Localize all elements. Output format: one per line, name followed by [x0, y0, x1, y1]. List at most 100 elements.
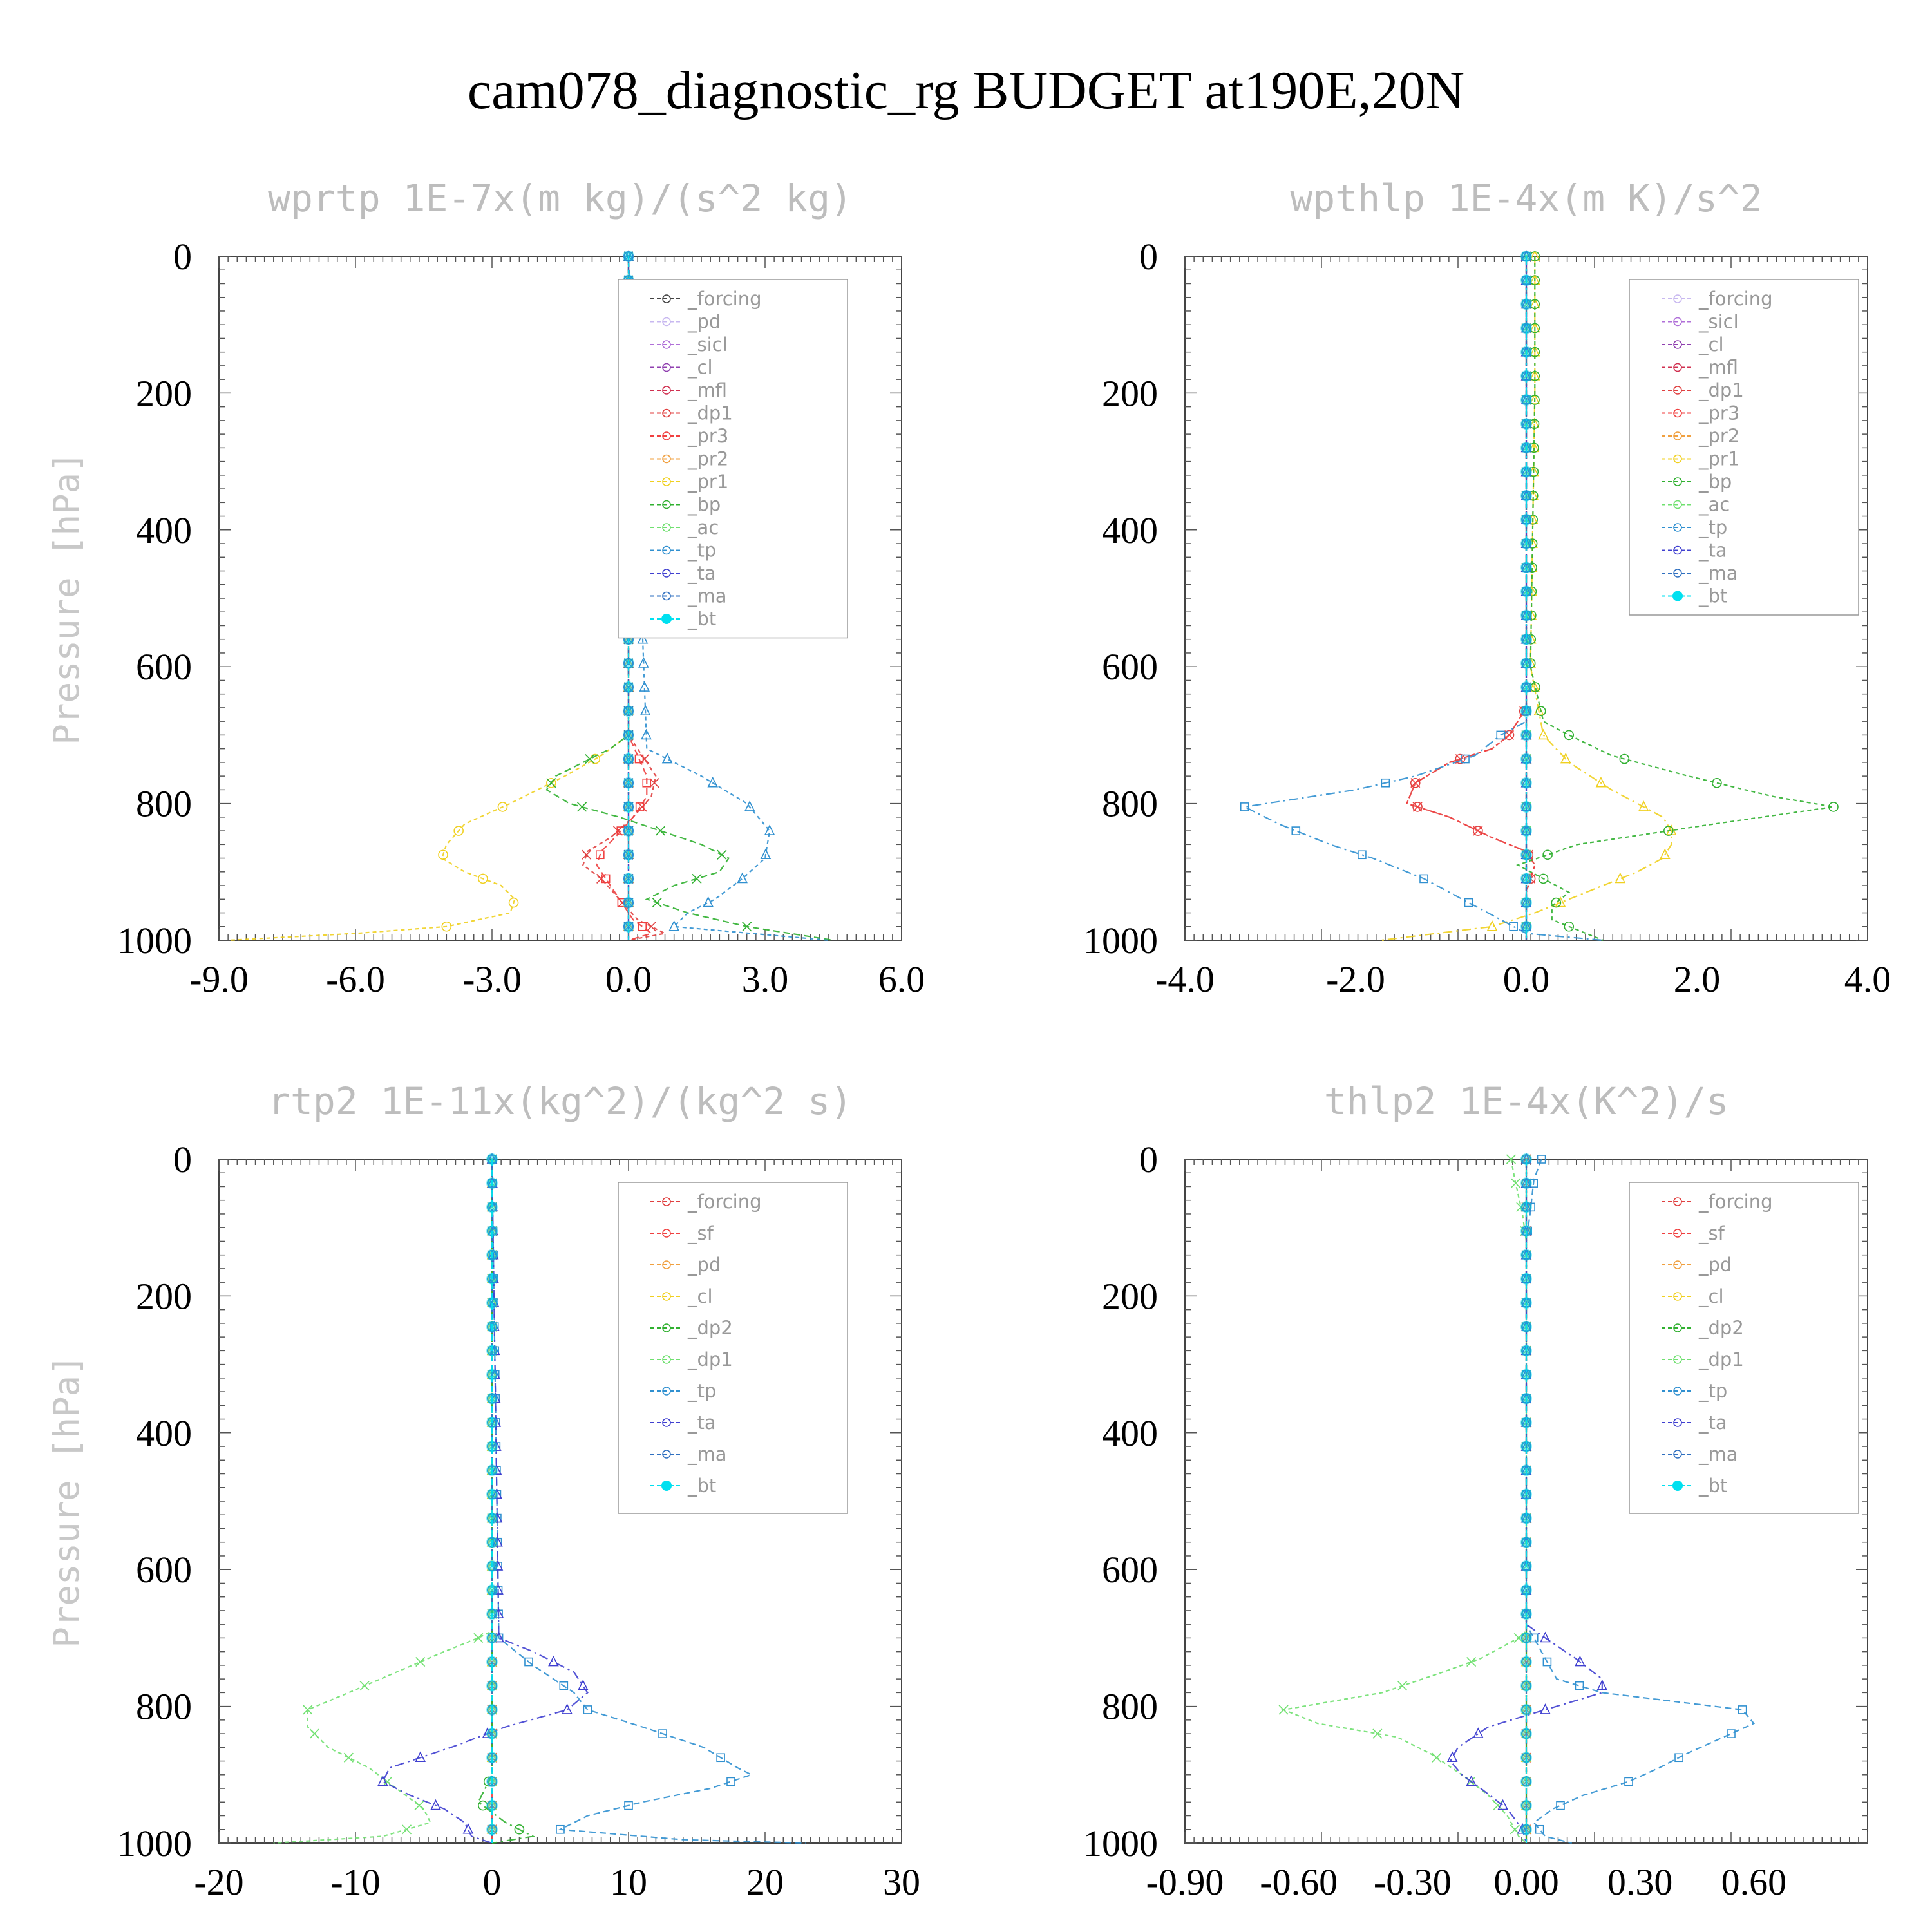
series-marker [1595, 776, 1607, 788]
series-marker [548, 1655, 559, 1667]
series-marker [487, 1177, 498, 1188]
series-marker [1517, 1823, 1528, 1834]
series-marker [1464, 898, 1473, 907]
series-marker [1520, 1416, 1532, 1428]
series-marker [1520, 1345, 1532, 1357]
x-tick-label: 0.0 [1503, 958, 1550, 1000]
series-marker [1738, 1705, 1747, 1714]
legend-label: _tp [1698, 516, 1727, 538]
series-marker [578, 1679, 589, 1690]
series-marker [1461, 754, 1470, 764]
legend-label: _sf [1698, 1222, 1725, 1244]
series-marker [487, 1776, 497, 1787]
series-marker [562, 1703, 573, 1714]
legend-marker [1673, 1197, 1682, 1206]
y-tick-label: 0 [173, 236, 192, 278]
series-marker [1540, 1703, 1551, 1714]
legend-label: _bp [687, 494, 721, 516]
series-marker [415, 1657, 426, 1667]
series-marker [486, 1416, 498, 1428]
series-marker [1520, 322, 1532, 334]
series-marker [486, 1560, 498, 1572]
legend-label: _dp1 [687, 1349, 733, 1370]
legend-label: _pr1 [1698, 448, 1739, 470]
x-tick-label: 20 [746, 1861, 784, 1903]
y-tick-label: 600 [136, 1549, 192, 1591]
series-marker [623, 922, 634, 932]
x-tick-label: -0.60 [1260, 1861, 1338, 1903]
series-marker [1520, 1488, 1532, 1501]
legend-marker [662, 1292, 671, 1301]
legend-marker [662, 454, 671, 464]
series-marker [623, 729, 634, 741]
series-marker [1526, 586, 1537, 597]
legend-label: _pd [1698, 1254, 1732, 1276]
series-marker [1551, 897, 1562, 908]
series-marker [623, 777, 634, 789]
legend-box [1629, 279, 1859, 616]
y-tick-label: 0 [1139, 236, 1158, 278]
series-marker [1520, 873, 1532, 885]
x-tick-label: -10 [330, 1861, 380, 1903]
series-marker [1520, 585, 1532, 598]
x-tick-label: 0.00 [1493, 1861, 1559, 1903]
legend-marker [1673, 500, 1682, 509]
legend-marker [1673, 1260, 1682, 1269]
series-marker [1521, 1249, 1531, 1260]
series-marker [1564, 921, 1575, 932]
series-marker [486, 1464, 498, 1477]
series-marker [487, 1393, 497, 1404]
series-marker [1520, 1680, 1532, 1692]
legend-label: _ac [687, 516, 719, 538]
y-tick-label: 1000 [1083, 1823, 1158, 1864]
series-marker [1520, 896, 1532, 909]
series-marker [482, 1727, 493, 1738]
series-marker [623, 754, 634, 764]
series-line [1406, 256, 1536, 940]
series-marker [596, 850, 605, 860]
series-marker [1520, 1560, 1532, 1572]
series-marker [486, 1273, 498, 1285]
y-tick-label: 1000 [117, 920, 192, 961]
series-marker [486, 1345, 498, 1357]
series-marker [1397, 1681, 1408, 1691]
series-marker [1560, 752, 1571, 764]
legend-label: _sicl [1698, 311, 1739, 333]
series-marker [1564, 730, 1575, 741]
series-marker [639, 681, 650, 692]
series-marker [1520, 1656, 1532, 1668]
legend-label: _forcing [1698, 288, 1773, 310]
series-marker [462, 1823, 474, 1834]
x-tick-label: 30 [883, 1861, 920, 1903]
series-marker [623, 802, 634, 812]
series-marker [1520, 1823, 1532, 1835]
legend-marker [662, 317, 671, 327]
legend-marker [1673, 1355, 1682, 1364]
x-tick-label: 3.0 [742, 958, 789, 1000]
legend-label: _bp [1698, 471, 1732, 493]
y-tick-label: 200 [136, 372, 192, 414]
series-marker [486, 1823, 498, 1835]
legend-label: _pr1 [687, 471, 728, 493]
series-marker [577, 802, 587, 812]
series-marker [1520, 1584, 1532, 1596]
legend-label: _pr3 [1698, 402, 1739, 424]
series-marker [623, 825, 634, 837]
series-marker [487, 1178, 497, 1188]
x-tick-label: 0.30 [1607, 1861, 1673, 1903]
legend-label: _pd [687, 1254, 721, 1276]
legend-label: _cl [1698, 1285, 1724, 1307]
legend-label: _dp2 [687, 1317, 733, 1339]
panel-4: thlp2 1E-4x(K^2)/s Pressure [hPa] -0.90 -0.… [46, 1079, 1868, 1903]
series-marker [642, 778, 652, 788]
series-marker [1542, 1657, 1552, 1667]
series-marker [486, 1584, 498, 1596]
series-marker [612, 826, 623, 836]
series-marker [641, 728, 652, 740]
series-marker [1638, 800, 1649, 811]
legend-label: _pr2 [1698, 425, 1739, 447]
series-marker [487, 1465, 497, 1476]
series-line [1406, 256, 1536, 940]
series-marker [1663, 826, 1674, 836]
series-marker [486, 1441, 498, 1453]
